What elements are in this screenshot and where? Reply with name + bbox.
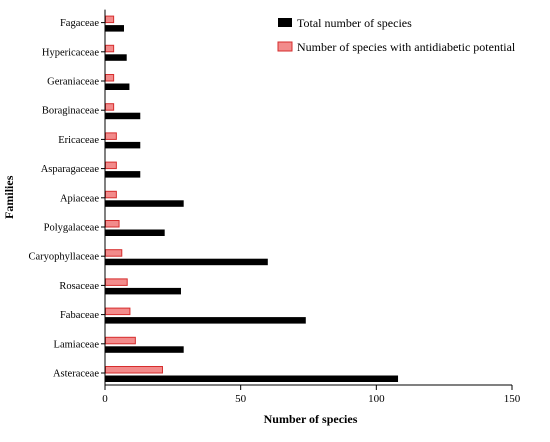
bar-antidiabetic-fagaceae xyxy=(105,15,115,24)
legend-swatch-total xyxy=(278,18,292,27)
bar-antidiabetic-caryophyllaceae xyxy=(105,249,123,257)
bar-antidiabetic-ericaceae xyxy=(105,132,117,140)
bar-total-asteraceae xyxy=(105,375,399,382)
category-label-geraniaceae: Geraniaceae xyxy=(47,77,99,88)
bar-total-rosaceae xyxy=(105,287,181,295)
legend-label-total: Total number of species xyxy=(297,16,412,30)
x-tick-label-0: 0 xyxy=(102,393,108,405)
x-tick-label-100: 100 xyxy=(368,393,385,405)
category-label-asparagaceae: Asparagaceae xyxy=(41,164,100,175)
legend: Total number of species Number of specie… xyxy=(277,16,516,54)
category-label-asteraceae: Asteraceae xyxy=(53,369,99,380)
category-label-fabaceae: Fabaceae xyxy=(60,310,99,321)
legend-swatch-antidiabetic xyxy=(277,41,293,52)
axes-layer xyxy=(104,9,512,386)
bar-antidiabetic-geraniaceae xyxy=(105,74,115,82)
bar-total-polygalaceae xyxy=(105,229,165,236)
bar-total-fabaceae xyxy=(105,317,306,324)
bar-total-asparagaceae xyxy=(105,171,141,178)
bar-total-ericaceae xyxy=(105,141,141,149)
category-labels: Asteraceae Lamiaceae Fabaceae Rosaceae Caryo… xyxy=(28,18,99,379)
bar-antidiabetic-rosaceae xyxy=(105,278,128,286)
bar-total-boraginaceae xyxy=(105,112,141,120)
bar-antidiabetic-hypericaceae xyxy=(105,44,115,53)
ticks-layer: 0 50 100 150 xyxy=(101,22,521,405)
bar-antidiabetic-asparagaceae xyxy=(105,161,117,170)
category-label-lamiaceae: Lamiaceae xyxy=(54,339,100,350)
bar-antidiabetic-lamiaceae xyxy=(105,336,136,345)
category-label-apiaceae: Apiaceae xyxy=(60,193,99,204)
category-label-fagaceae: Fagaceae xyxy=(60,18,99,29)
bar-antidiabetic-polygalaceae xyxy=(105,220,120,228)
legend-label-antidiabetic: Number of species with antidiabetic pote… xyxy=(297,40,516,54)
category-label-rosaceae: Rosaceae xyxy=(59,281,99,292)
x-axis-title: Number of species xyxy=(264,412,358,426)
category-label-caryophyllaceae: Caryophyllaceae xyxy=(28,252,99,263)
bar-antidiabetic-apiaceae xyxy=(105,190,117,199)
category-label-hypericaceae: Hypericaceae xyxy=(42,47,99,58)
category-label-boraginaceae: Boraginaceae xyxy=(42,106,99,117)
y-axis-title: Families xyxy=(2,175,16,219)
bar-total-apiaceae xyxy=(105,200,184,207)
bar-antidiabetic-fabaceae xyxy=(105,307,131,316)
bar-total-caryophyllaceae xyxy=(105,258,268,266)
bar-total-hypericaceae xyxy=(105,54,127,61)
bar-antidiabetic-asteraceae xyxy=(105,366,163,374)
bar-total-fagaceae xyxy=(105,25,124,32)
bars-layer xyxy=(105,15,399,382)
x-tick-label-150: 150 xyxy=(504,393,521,405)
category-label-ericaceae: Ericaceae xyxy=(58,135,99,146)
category-label-polygalaceae: Polygalaceae xyxy=(44,223,100,234)
bar-antidiabetic-boraginaceae xyxy=(105,103,115,111)
bar-total-lamiaceae xyxy=(105,346,184,353)
x-tick-label-50: 50 xyxy=(235,393,247,405)
bar-total-geraniaceae xyxy=(105,83,130,90)
